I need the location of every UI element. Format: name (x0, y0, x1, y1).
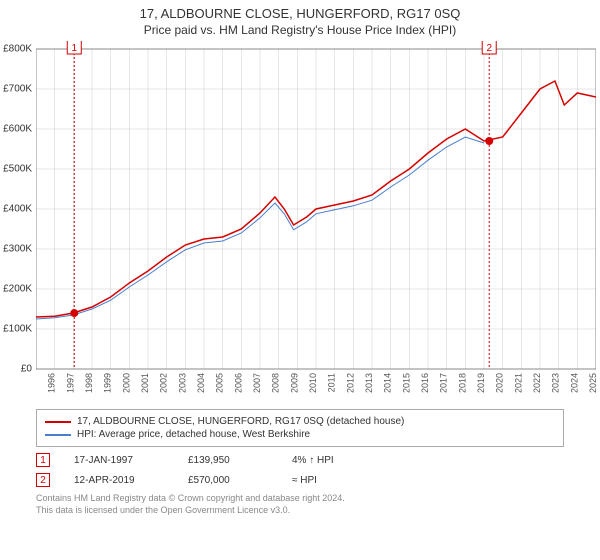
legend-box: 17, ALDBOURNE CLOSE, HUNGERFORD, RG17 0S… (36, 409, 564, 447)
x-tick-label: 2018 (457, 373, 467, 393)
legend-swatch (45, 421, 71, 423)
legend-row: 17, ALDBOURNE CLOSE, HUNGERFORD, RG17 0S… (45, 416, 555, 427)
x-tick-label: 2007 (252, 373, 262, 393)
x-tick-label: 2002 (159, 373, 169, 393)
y-tick-label: £800K (3, 44, 32, 55)
y-tick-label: £600K (3, 124, 32, 135)
x-tick-label: 2000 (121, 373, 131, 393)
x-tick-label: 2001 (140, 373, 150, 393)
event-note: ≈ HPI (292, 475, 317, 486)
x-tick-label: 2016 (420, 373, 430, 393)
x-tick-label: 1995 (36, 373, 38, 393)
x-tick-label: 2025 (588, 373, 596, 393)
x-tick-label: 1997 (65, 373, 75, 393)
y-tick-label: £500K (3, 164, 32, 175)
x-tick-label: 2022 (532, 373, 542, 393)
x-tick-label: 1999 (103, 373, 113, 393)
marker-dot (70, 309, 78, 317)
event-note: 4% ↑ HPI (292, 455, 334, 466)
x-tick-label: 2014 (383, 373, 393, 393)
y-tick-label: £700K (3, 84, 32, 95)
x-tick-label: 2020 (495, 373, 505, 393)
x-tick-label: 1998 (84, 373, 94, 393)
title-sub: Price paid vs. HM Land Registry's House … (0, 23, 600, 37)
chart-titles: 17, ALDBOURNE CLOSE, HUNGERFORD, RG17 0S… (0, 0, 600, 37)
x-tick-label: 1996 (47, 373, 57, 393)
y-tick-label: £400K (3, 204, 32, 215)
y-tick-label: £300K (3, 244, 32, 255)
legend-swatch (45, 434, 71, 436)
event-row: 2 12-APR-2019 £570,000 ≈ HPI (36, 473, 564, 487)
title-main: 17, ALDBOURNE CLOSE, HUNGERFORD, RG17 0S… (0, 6, 600, 21)
x-tick-label: 2005 (215, 373, 225, 393)
marker-badge-text: 2 (486, 43, 492, 54)
x-tick-label: 2019 (476, 373, 486, 393)
chart-area: £0£100K£200K£300K£400K£500K£600K£700K£80… (36, 41, 596, 401)
x-tick-label: 2010 (308, 373, 318, 393)
y-tick-label: £100K (3, 324, 32, 335)
event-badge: 1 (36, 453, 50, 467)
x-tick-label: 2021 (513, 373, 523, 393)
legend-label: 17, ALDBOURNE CLOSE, HUNGERFORD, RG17 0S… (77, 416, 404, 427)
x-tick-label: 2009 (289, 373, 299, 393)
y-tick-label: £0 (21, 364, 32, 375)
x-tick-label: 2012 (345, 373, 355, 393)
event-table: 1 17-JAN-1997 £139,950 4% ↑ HPI 2 12-APR-2019… (36, 453, 564, 487)
x-tick-label: 2017 (439, 373, 449, 393)
event-row: 1 17-JAN-1997 £139,950 4% ↑ HPI (36, 453, 564, 467)
y-axis-labels: £0 £100K £200K £300K £400K £500K £600K £700K £80… (0, 41, 34, 401)
legend-row: HPI: Average price, detached house, West… (45, 429, 555, 440)
license-line-2: This data is licensed under the Open Gov… (36, 505, 564, 517)
x-tick-label: 2013 (364, 373, 374, 393)
license-text: Contains HM Land Registry data © Crown c… (36, 493, 564, 516)
marker-badge-text: 1 (71, 43, 77, 54)
event-date: 12-APR-2019 (74, 475, 164, 486)
y-tick-label: £200K (3, 284, 32, 295)
x-tick-label: 2023 (551, 373, 561, 393)
license-line-1: Contains HM Land Registry data © Crown c… (36, 493, 564, 505)
x-tick-label: 2024 (569, 373, 579, 393)
event-date: 17-JAN-1997 (74, 455, 164, 466)
x-tick-label: 2006 (233, 373, 243, 393)
chart-svg: 1995 1996 1997 1998 1999 2000 2001 2002 2003 2004… (36, 41, 596, 401)
legend-label: HPI: Average price, detached house, West… (77, 429, 310, 440)
x-tick-label: 2004 (196, 373, 206, 393)
event-price: £139,950 (188, 455, 268, 466)
marker-dot (485, 137, 493, 145)
event-badge: 2 (36, 473, 50, 487)
x-tick-label: 2008 (271, 373, 281, 393)
x-tick-label: 2015 (401, 373, 411, 393)
x-tick-label: 2011 (327, 373, 337, 392)
event-price: £570,000 (188, 475, 268, 486)
x-tick-label: 2003 (177, 373, 187, 393)
